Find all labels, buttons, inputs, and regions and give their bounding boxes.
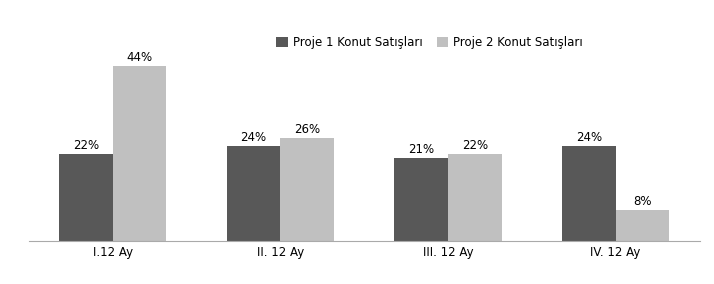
Bar [59,154,113,241]
Text: 22%: 22% [462,139,488,152]
Bar [562,146,615,241]
Text: 26%: 26% [294,123,320,136]
Bar [615,210,669,241]
Text: 21%: 21% [408,143,434,156]
Bar [448,154,502,241]
Bar [113,66,166,241]
Text: 24%: 24% [575,131,602,144]
Legend: Proje 1 Konut Satışları, Proje 2 Konut Satışları: Proje 1 Konut Satışları, Proje 2 Konut S… [276,36,583,49]
Text: 22%: 22% [73,139,99,152]
Bar [394,158,448,241]
Bar [226,146,281,241]
Bar [281,138,334,241]
Text: 24%: 24% [241,131,266,144]
Text: 44%: 44% [126,51,153,64]
Text: 8%: 8% [633,195,652,208]
